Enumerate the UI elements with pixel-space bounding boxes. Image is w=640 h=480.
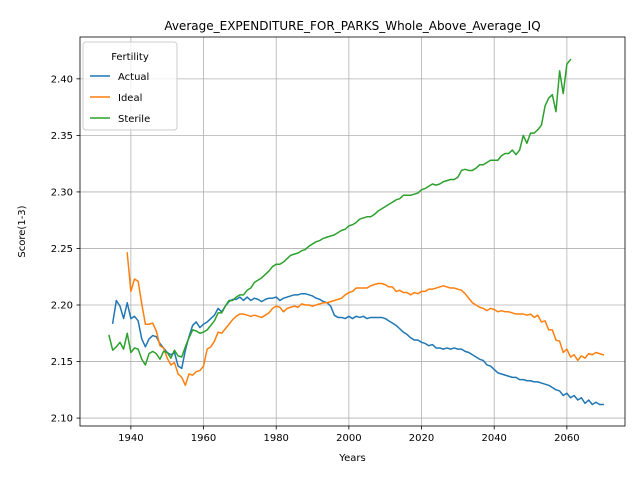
legend-box xyxy=(82,41,178,131)
legend-label-actual: Actual xyxy=(118,72,149,83)
grid xyxy=(80,37,625,426)
legend-title: Fertility xyxy=(111,52,149,63)
legend-items: Actual Ideal Sterile xyxy=(90,72,150,125)
y-tick-label: 2.20 xyxy=(51,301,73,312)
y-tick-label: 2.30 xyxy=(51,187,73,198)
chart-title: Average_EXPENDITURE_FOR_PARKS_Whole_Abov… xyxy=(164,19,540,33)
x-tick-label: 1980 xyxy=(263,433,288,444)
legend-label-sterile: Sterile xyxy=(118,114,150,125)
y-tick-label: 2.25 xyxy=(51,244,73,255)
series-line-actual xyxy=(111,292,604,406)
legend: Fertility Actual Ideal Sterile xyxy=(82,41,178,131)
x-tick-label: 2040 xyxy=(481,433,506,444)
legend-label-ideal: Ideal xyxy=(118,93,142,104)
series-line-sterile xyxy=(108,58,572,366)
y-tick-label: 2.35 xyxy=(51,131,73,142)
x-axis-label: Years xyxy=(338,453,365,464)
x-tick-label: 2060 xyxy=(554,433,579,444)
y-tick-label: 2.15 xyxy=(51,357,73,368)
axis-ticks: 1940 1960 1980 2000 2020 2040 2060 2.10 2.15 2.20… xyxy=(51,74,580,444)
series-lines xyxy=(108,58,605,406)
series-line-ideal xyxy=(126,252,605,387)
x-tick-label: 1940 xyxy=(118,433,143,444)
x-tick-label: 2020 xyxy=(409,433,434,444)
x-tick-label: 1960 xyxy=(191,433,216,444)
y-axis-label: Score(1-3) xyxy=(17,205,28,257)
y-tick-label: 2.10 xyxy=(51,414,73,425)
plot-frame xyxy=(79,36,626,427)
x-tick-label: 2000 xyxy=(336,433,361,444)
y-tick-label: 2.40 xyxy=(51,74,73,85)
